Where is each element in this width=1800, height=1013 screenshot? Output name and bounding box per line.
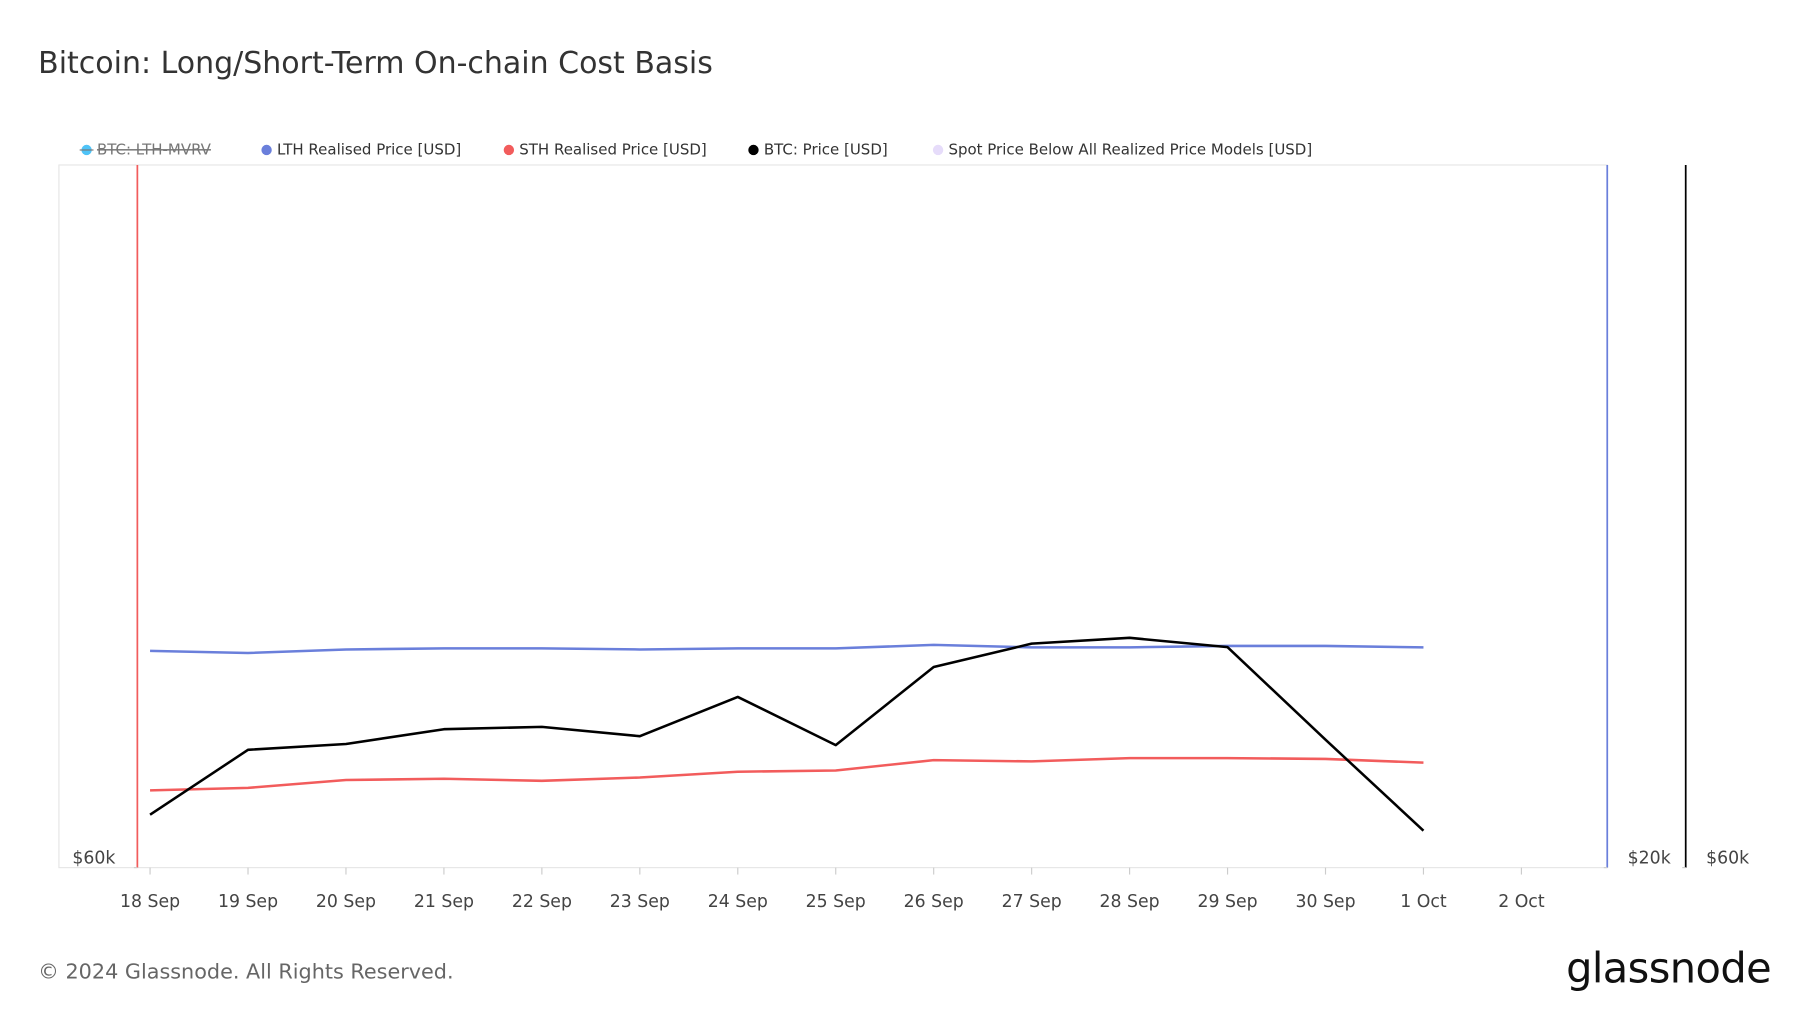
x-tick-label: 22 Sep [512, 892, 572, 912]
plot-frame [58, 164, 1608, 869]
legend-swatch [932, 144, 944, 156]
x-tick-label: 2 Oct [1498, 892, 1545, 912]
legend-swatch [748, 144, 759, 156]
footer: © 2024 Glassnode. All Rights Reserved. [38, 960, 453, 984]
chart-title: Bitcoin: Long/Short-Term On-chain Cost B… [38, 46, 713, 81]
legend-swatch [261, 144, 272, 156]
x-tick-label: 19 Sep [218, 892, 278, 912]
legend-label: BTC: LTH-MVRV [97, 140, 212, 158]
legend-label: LTH Realised Price [USD] [277, 140, 461, 158]
legend-label: BTC: Price [USD] [764, 140, 888, 158]
y-tick-label: $60k [72, 848, 115, 868]
x-tick-label: 23 Sep [610, 892, 670, 912]
series-line [149, 636, 1425, 832]
x-tick-label: 1 Oct [1400, 892, 1447, 912]
x-tick-label: 18 Sep [120, 892, 180, 912]
brand-logo: glassnode [1566, 943, 1771, 992]
legend-label: STH Realised Price [USD] [519, 140, 706, 158]
x-tick-label: 28 Sep [1100, 892, 1160, 912]
series-line [150, 756, 1424, 792]
y-tick-label: $60k [1706, 848, 1749, 868]
x-tick-label: 20 Sep [316, 892, 376, 912]
legend-label: Spot Price Below All Realized Price Mode… [948, 140, 1312, 158]
legend-swatch [503, 144, 515, 156]
x-tick-label: 29 Sep [1197, 892, 1257, 912]
x-tick-label: 26 Sep [904, 892, 964, 912]
y-tick-label: $20k [1628, 848, 1671, 868]
x-tick-label: 27 Sep [1002, 892, 1062, 912]
x-tick-label: 25 Sep [806, 892, 866, 912]
x-tick-label: 30 Sep [1295, 892, 1355, 912]
x-tick-label: 24 Sep [708, 892, 768, 912]
x-tick-label: 21 Sep [414, 892, 474, 912]
